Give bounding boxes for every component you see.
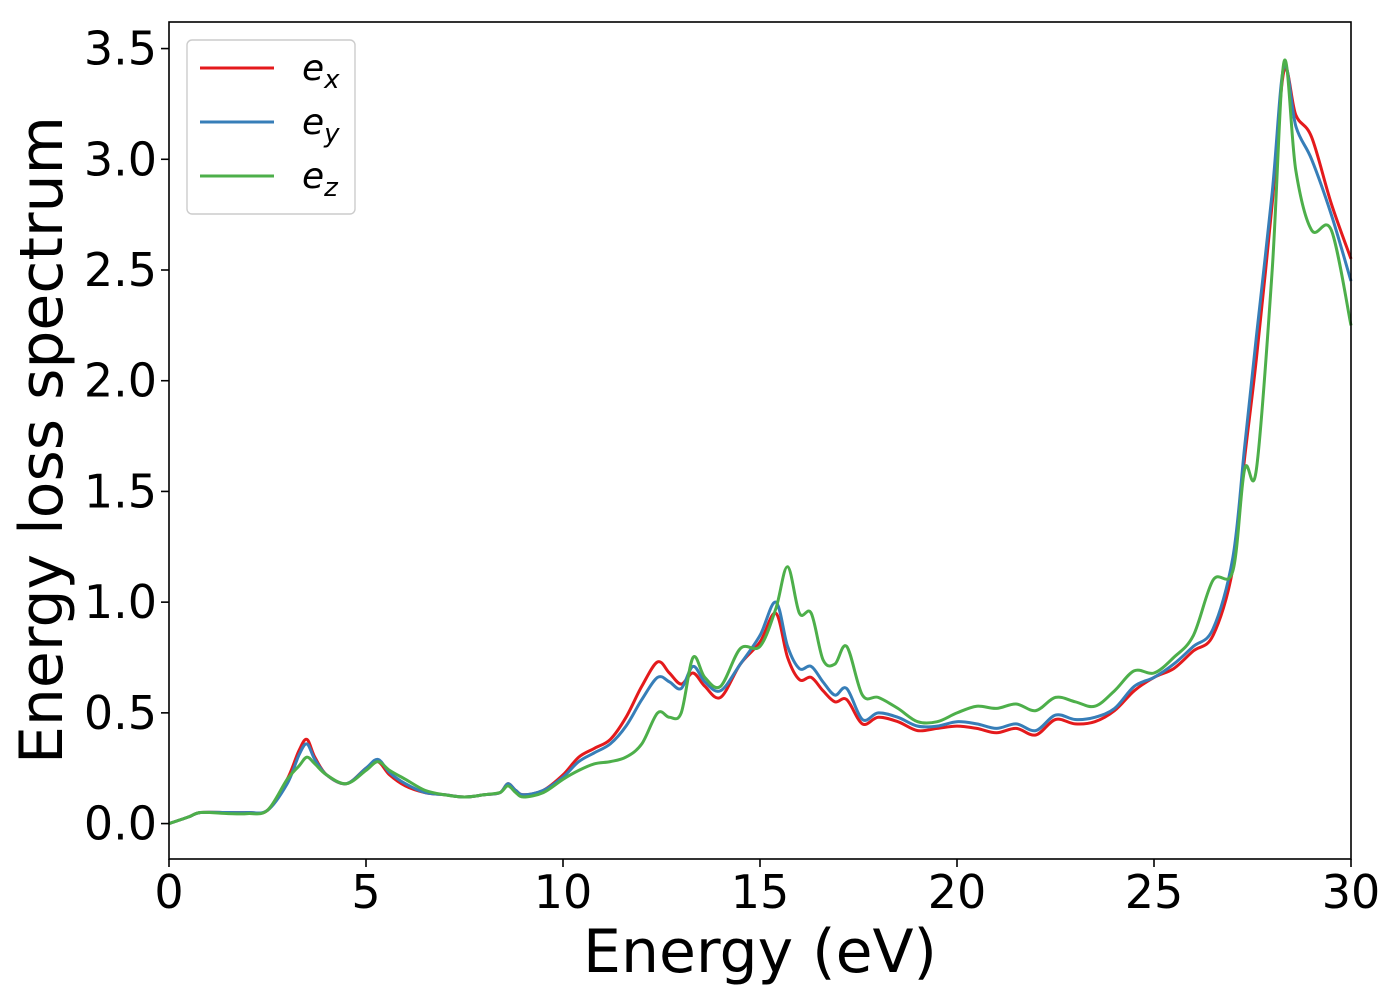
x-tick-label: 15 [731,865,790,919]
y-tick-label: 1.5 [84,464,157,518]
x-tick-label: 10 [534,865,593,919]
series-group [168,58,1353,826]
y-tick-label: 2.5 [84,243,157,297]
x-tick-label: 0 [154,865,183,919]
x-tick-label: 25 [1125,865,1184,919]
legend-label-ex: ex [302,48,340,95]
plot-background [169,22,1351,859]
y-tick-label: 0.5 [84,686,157,740]
y-tick-label: 3.5 [84,22,157,76]
series-line-ey [168,63,1353,826]
legend: ex ey ez [186,39,356,215]
y-axis-title: Energy loss spectrum [7,116,77,764]
y-tick-label: 0.0 [84,797,157,851]
y-tick-label: 2.0 [84,354,157,408]
y-tick-label: 3.0 [84,132,157,186]
x-axis: 0 5 10 15 20 25 30 [154,859,1380,919]
legend-label-ez: ez [302,156,339,203]
x-tick-label: 20 [928,865,987,919]
y-axis: 0.0 0.5 1.0 1.5 2.0 2.5 3.0 3.5 [84,22,169,851]
series-line-ez [168,58,1353,826]
x-axis-title: Energy (eV) [583,917,937,987]
legend-box [186,39,356,215]
x-tick-label: 5 [351,865,380,919]
x-tick-label: 30 [1322,865,1381,919]
legend-label-ey: ey [302,102,340,149]
y-tick-label: 1.0 [84,575,157,629]
